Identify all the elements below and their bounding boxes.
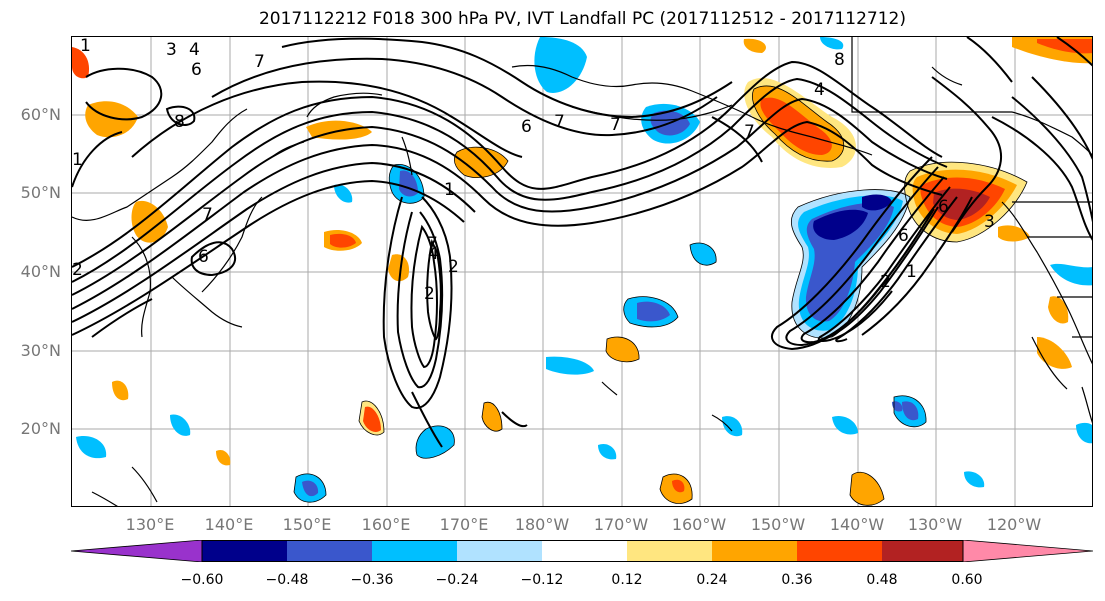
colorbar-bin [372, 540, 457, 562]
longitude-label: 130°E [125, 515, 175, 534]
colorbar-tick-label: −0.48 [265, 572, 309, 588]
figure-title: 2017112212 F018 300 hPa PV, IVT Landfall… [258, 9, 906, 29]
contour-label: 7 [427, 234, 438, 254]
map-panel: 1 3 4 6 7 8 6 7 7 8 4 7 1 7 4 2 2 6 7 1 … [71, 36, 1093, 507]
colorbar-extend-high [962, 540, 1093, 562]
contour-label: 6 [898, 226, 909, 246]
colorbar-tick-label: −0.24 [435, 572, 479, 588]
colorbar-tick-label: 0.36 [781, 572, 813, 588]
colorbar-bin [542, 540, 627, 562]
ivt-negative-shading [76, 37, 1092, 503]
colorbar-tick-label: 0.60 [951, 572, 983, 588]
contour-label: 2 [448, 257, 459, 277]
longitude-label: 170°W [593, 515, 649, 534]
contour-label: 7 [254, 52, 265, 72]
longitude-label: 120°W [986, 515, 1042, 534]
map-canvas: 1 3 4 6 7 8 6 7 7 8 4 7 1 7 4 2 2 6 7 1 … [72, 37, 1092, 506]
longitude-label: 140°E [204, 515, 254, 534]
colorbar [71, 540, 1093, 562]
contour-label: 7 [610, 115, 621, 135]
contour-label: 4 [189, 40, 200, 60]
longitude-label: 160°E [361, 515, 411, 534]
contour-label: 2 [880, 272, 891, 292]
contour-label: 7 [554, 112, 565, 132]
colorbar-tick-label: −0.60 [180, 572, 224, 588]
contour-label: 4 [428, 244, 439, 264]
colorbar-bin [712, 540, 797, 562]
longitude-label: 170°E [439, 515, 489, 534]
contour-label: 1 [72, 150, 83, 170]
colorbar-bin [627, 540, 712, 562]
contour-label: 1 [906, 262, 917, 282]
contour-label: 6 [938, 197, 949, 217]
latitude-label: 60°N [20, 105, 61, 124]
contour-label: 6 [191, 60, 202, 80]
contour-label: 6 [521, 117, 532, 137]
latitude-label: 30°N [20, 341, 61, 360]
latitude-label: 40°N [20, 262, 61, 281]
contour-label: 7 [202, 205, 213, 225]
contour-label: 3 [984, 212, 995, 232]
contour-label: 8 [174, 112, 185, 132]
contour-label: 7 [744, 122, 755, 142]
colorbar-bin [287, 540, 372, 562]
contour-label-group: 1 3 4 6 7 8 6 7 7 8 4 7 1 7 4 2 2 6 7 1 … [72, 37, 995, 304]
contour-label: 4 [814, 80, 825, 100]
contour-label: 2 [424, 284, 435, 304]
colorbar-bin [457, 540, 542, 562]
colorbar-tick-label: −0.36 [350, 572, 394, 588]
latitude-label: 50°N [20, 183, 61, 202]
longitude-label: 160°W [671, 515, 727, 534]
contour-label: 6 [198, 247, 209, 267]
colorbar-tick-label: 0.12 [611, 572, 643, 588]
coastlines [72, 37, 1092, 506]
contour-label: 1 [444, 180, 455, 200]
contour-label: 3 [166, 40, 177, 60]
colorbar-tick-label: 0.48 [866, 572, 898, 588]
pv-contours [72, 37, 1092, 448]
colorbar-bin [797, 540, 882, 562]
longitude-label: 180°W [514, 515, 570, 534]
longitude-label: 130°W [907, 515, 963, 534]
longitude-label: 150°W [750, 515, 806, 534]
shading-outlines [293, 85, 1028, 506]
contour-label: 1 [80, 37, 91, 56]
contour-label: 2 [72, 260, 83, 280]
longitude-label: 150°E [282, 515, 332, 534]
colorbar-bin [202, 540, 287, 562]
graticule [72, 37, 1092, 506]
contour-label: 8 [834, 50, 845, 70]
colorbar-tick-label: 0.24 [696, 572, 728, 588]
colorbar-extend-low [71, 540, 203, 562]
latitude-label: 20°N [20, 419, 61, 438]
colorbar-bin [882, 540, 963, 562]
longitude-label: 140°W [829, 515, 885, 534]
colorbar-tick-label: −0.12 [520, 572, 564, 588]
